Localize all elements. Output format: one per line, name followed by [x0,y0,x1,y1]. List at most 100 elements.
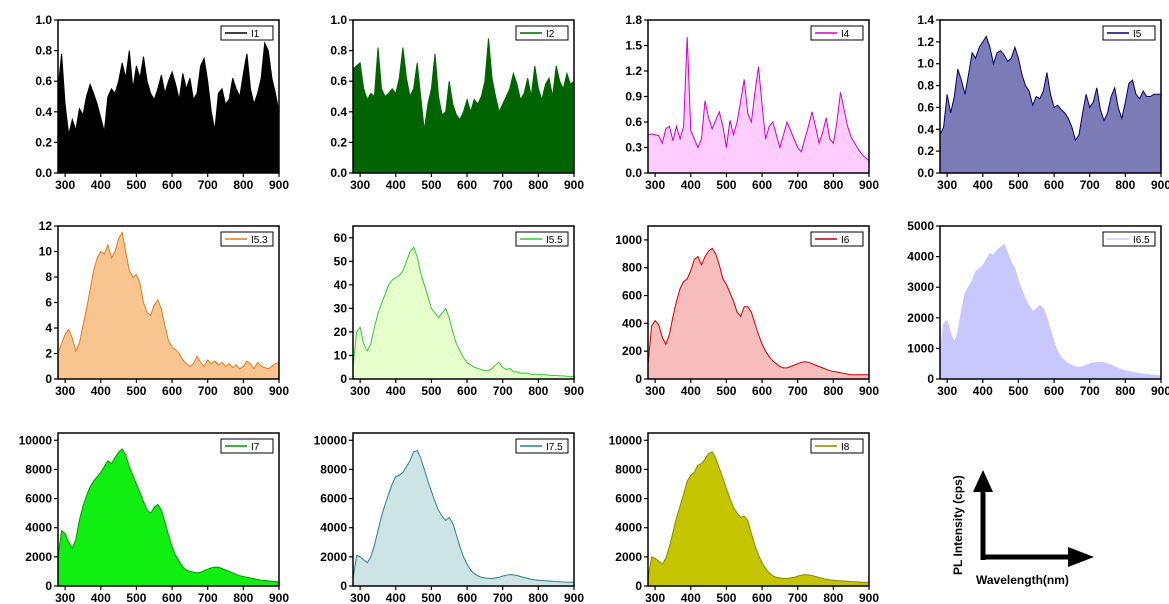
series-line [352,246,575,378]
x-tick-label: 700 [788,591,808,604]
x-tick-label: 900 [269,178,289,192]
y-tick-label: 4000 [25,521,52,535]
x-tick-label: 900 [1151,384,1169,398]
y-tick-label: 0.2 [330,135,347,149]
y-tick-label: 40 [334,278,348,292]
x-tick-label: 400 [386,384,406,398]
x-tick-label: 700 [493,178,513,192]
y-tick-label: 0 [635,372,642,386]
y-tick-label: 0.0 [625,166,642,180]
x-tick-label: 600 [457,591,477,604]
x-tick-label: 500 [126,384,146,398]
y-tick-label: 1000 [907,341,934,355]
y-tick-label: 1.4 [917,13,934,27]
y-tick-label: 0.6 [917,100,934,114]
legend-label: I7.5 [546,442,563,453]
y-tick-label: 0.8 [330,44,347,58]
y-tick-label: 2 [45,347,52,361]
y-tick-label: 200 [622,344,642,358]
panel-I8: 0 2000 4000 6000 8000 10000 300 400 500 600 700 800… [609,432,879,604]
x-tick-label: 900 [1151,178,1169,192]
legend-label: I6.5 [1133,235,1150,246]
y-tick-label: 1.2 [917,35,934,49]
x-tick-label: 300 [645,178,665,192]
legend-label: I5.3 [251,235,268,246]
y-tick-label: 0.6 [330,74,347,88]
y-tick-label: 0.2 [917,144,934,158]
y-tick-label: 2000 [615,550,642,564]
x-tick-label: 800 [1115,178,1135,192]
y-tick-label: 10 [334,348,348,362]
panel-I7.5: 0 2000 4000 6000 8000 10000 300 400 500 600 700 800… [314,432,584,604]
y-tick-label: 10000 [19,433,53,447]
y-tick-label: 0 [927,372,934,386]
y-tick-label: 0.2 [35,135,52,149]
series-line [352,449,575,583]
x-tick-label: 400 [91,178,111,192]
y-tick-label: 0 [340,579,347,593]
x-tick-label: 700 [493,591,513,604]
x-tick-label: 800 [1115,384,1135,398]
panel-I2: 0.0 0.2 0.4 0.6 0.8 1.0 300 400 500 600 700 800 900 I… [330,13,584,192]
x-tick-label: 900 [564,384,584,398]
y-tick-label: 1.0 [330,13,347,27]
y-tick-label: 4000 [320,521,347,535]
x-tick-label: 400 [681,384,701,398]
x-tick-label: 300 [645,591,665,604]
y-tick-label: 4 [45,321,52,335]
y-tick-label: 12 [39,219,53,233]
y-tick-label: 0 [635,579,642,593]
panel-I1: 0.0 0.2 0.4 0.6 0.8 1.0 300 400 500 600 700 800 900 I… [35,13,289,192]
area-fill [648,451,869,586]
y-tick-label: 400 [622,316,642,330]
x-tick-label: 900 [269,591,289,604]
panel-I5.3: 0 2 4 6 8 10 12 300 400 500 600 700 800 900 I5.3 [39,219,290,398]
x-tick-label: 800 [233,178,253,192]
y-tick-label: 10000 [609,433,643,447]
panel-I6: 0 200 400 600 800 1000 300 400 500 600 700 800 900 I6 [615,225,879,398]
y-tick-label: 30 [334,301,348,315]
x-tick-label: 300 [55,178,75,192]
y-tick-label: 0.0 [917,166,934,180]
x-tick-label: 700 [788,178,808,192]
plot-frame [939,19,1162,174]
area-fill [58,43,279,173]
series-line [647,247,869,376]
key-vertical-arrow-head [973,470,993,492]
y-tick-label: 0.8 [35,44,52,58]
y-tick-label: 5000 [907,219,934,233]
area-fill [648,37,869,173]
x-tick-label: 800 [823,384,843,398]
x-tick-label: 400 [386,591,406,604]
plot-frame [647,225,870,380]
y-tick-label: 0.9 [625,90,642,104]
x-tick-label: 300 [55,591,75,604]
y-tick-label: 800 [622,261,642,275]
plot-frame [647,432,870,587]
x-tick-label: 900 [564,591,584,604]
x-tick-label: 700 [493,384,513,398]
y-tick-label: 20 [334,325,348,339]
y-tick-label: 8000 [320,462,347,476]
x-tick-label: 800 [528,591,548,604]
y-tick-label: 6 [45,296,52,310]
y-tick-label: 0.0 [330,166,347,180]
y-tick-label: 3000 [907,280,934,294]
x-tick-label: 800 [823,591,843,604]
y-tick-label: 4000 [615,521,642,535]
legend-label: I5.5 [546,235,563,246]
y-tick-label: 0.3 [625,141,642,155]
x-tick-label: 900 [859,591,879,604]
x-tick-label: 700 [788,384,808,398]
y-tick-label: 0 [340,372,347,386]
x-tick-label: 800 [823,178,843,192]
x-tick-label: 500 [421,178,441,192]
x-tick-label: 300 [645,384,665,398]
y-tick-label: 8 [45,270,52,284]
y-tick-label: 50 [334,254,348,268]
area-fill [648,248,869,379]
series-line [647,36,870,161]
series-line [939,35,1161,142]
x-tick-label: 300 [937,384,957,398]
